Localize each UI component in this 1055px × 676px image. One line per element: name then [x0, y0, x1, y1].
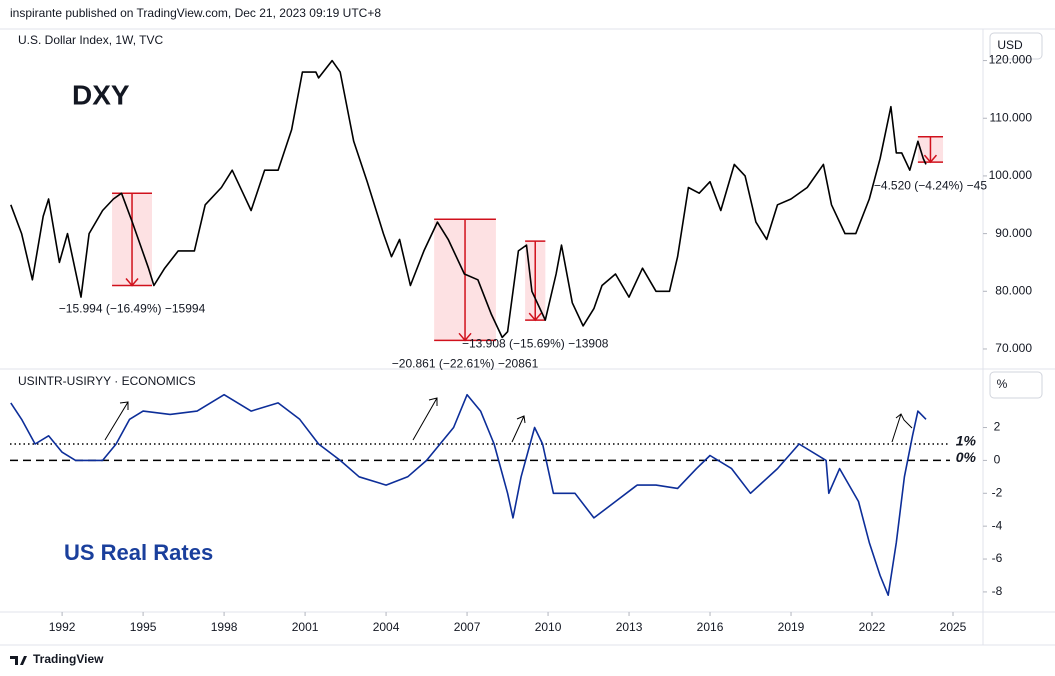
unit-button[interactable] — [989, 32, 1043, 60]
measure-label: −20.861 (−22.61%) −20861 — [392, 356, 539, 370]
logo-mark — [10, 656, 27, 665]
y-tick-label: 110.000 — [990, 110, 1033, 124]
x-tick-label: 2010 — [535, 620, 562, 634]
pane-title: U.S. Dollar Index, 1W, TVC — [18, 33, 163, 47]
series-annotation: US Real Rates — [64, 540, 213, 565]
x-tick-label: 2004 — [373, 620, 400, 634]
reference-label: 0% — [956, 449, 977, 465]
pane-title: USINTR-USIRYY · ECONOMICS — [18, 374, 196, 388]
x-tick-label: 2022 — [859, 620, 886, 634]
series-line — [10, 393, 927, 596]
y-tick-label: 80.000 — [995, 283, 1032, 297]
x-tick-label: 2016 — [697, 620, 724, 634]
series-line — [10, 59, 927, 339]
unit-button[interactable] — [989, 371, 1043, 399]
measure-label: −15.994 (−16.49%) −15994 — [59, 302, 206, 316]
x-tick-label: 2001 — [292, 620, 319, 634]
measure-label: −4.520 (−4.24%) −45 — [874, 178, 987, 192]
measure-arrowhead — [458, 332, 472, 342]
arrow — [891, 413, 913, 443]
y-tick-label: 120.000 — [989, 53, 1033, 67]
x-tick-label: 1995 — [130, 620, 157, 634]
measure-arrowhead — [125, 278, 139, 287]
measure-label: −13.908 (−15.69%) −13908 — [462, 336, 609, 350]
logo: TradingView — [10, 652, 104, 666]
footer-brand: TradingView — [33, 652, 104, 666]
arrows — [104, 397, 913, 443]
symbol-annotation: DXY — [72, 79, 130, 110]
measure-arrowhead — [528, 312, 542, 322]
x-tick-label: 2019 — [778, 620, 805, 634]
y-tick-label: 70.000 — [995, 341, 1032, 355]
x-tick-label: 2025 — [940, 620, 967, 634]
y-tick-label: 0 — [994, 453, 1001, 467]
published-note: inspirante published on TradingView.com,… — [10, 6, 381, 20]
x-tick-label: 2007 — [454, 620, 481, 634]
unit-label[interactable]: USD — [997, 38, 1023, 52]
y-tick-label: -4 — [992, 518, 1003, 532]
unit-label[interactable]: % — [997, 377, 1008, 391]
x-tick-label: 1992 — [49, 620, 76, 634]
y-tick-label: -2 — [992, 485, 1003, 499]
arrow — [412, 397, 438, 441]
x-tick-label: 2013 — [616, 620, 643, 634]
x-tick-label: 1998 — [211, 620, 238, 634]
y-tick-label: 100.000 — [989, 168, 1033, 182]
arrow — [104, 401, 129, 441]
y-tick-label: -6 — [992, 551, 1003, 565]
arrow — [511, 415, 526, 443]
y-tick-label: 90.000 — [995, 226, 1032, 240]
measure-arrowhead — [923, 154, 938, 164]
y-tick-label: 2 — [994, 420, 1001, 434]
reference-label: 1% — [956, 433, 977, 449]
y-tick-label: -8 — [992, 584, 1003, 598]
